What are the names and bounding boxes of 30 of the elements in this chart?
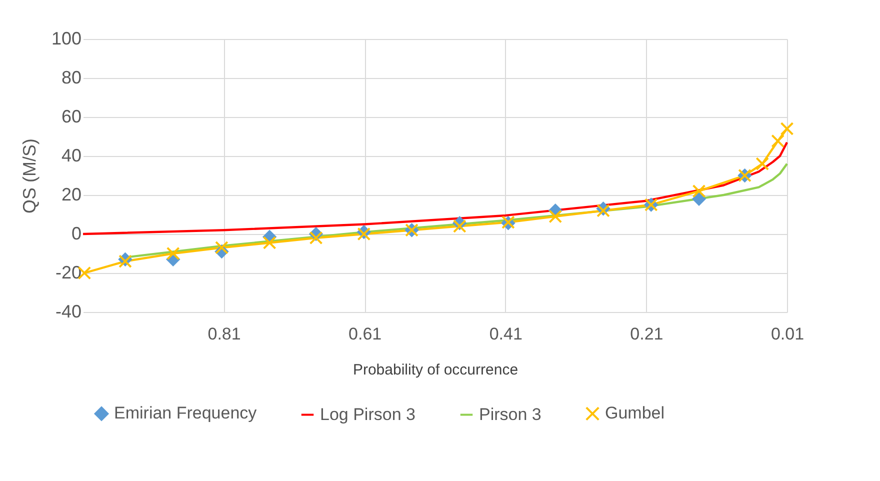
y-tick-label: 100 (51, 28, 82, 48)
legend-label: Pirson 3 (479, 404, 542, 424)
x-axis-title: Probability of occurrence (352, 362, 518, 378)
x-tick-label: 0.61 (348, 324, 382, 344)
x-tick-label: 0.81 (208, 324, 241, 344)
y-tick-label: 0 (71, 224, 82, 244)
y-tick-label: -40 (55, 302, 82, 322)
point (692, 192, 706, 206)
y-axis-title: QS (M/S) (19, 138, 40, 214)
point (780, 122, 794, 136)
y-tick-label: 40 (61, 146, 82, 166)
x-tick-label: 0.21 (630, 324, 664, 344)
point (166, 246, 180, 260)
point (452, 220, 466, 233)
point (771, 134, 785, 148)
x-tick-label: 0.41 (489, 324, 522, 344)
point (214, 240, 228, 254)
legend-label: Emirian Frequency (114, 404, 258, 423)
legend-label: Gumbel (605, 404, 665, 423)
x-tick-label: 0.01 (770, 324, 804, 344)
point (692, 184, 706, 198)
point (756, 157, 770, 170)
point (309, 231, 323, 245)
point (548, 210, 562, 224)
y-tick-label: -20 (55, 262, 82, 282)
y-tick-label: 20 (61, 184, 82, 204)
y-tick-label: 80 (61, 68, 82, 88)
legend-label: Log Pirson 3 (320, 404, 416, 424)
y-tick-label: 60 (61, 106, 82, 126)
point (262, 236, 276, 250)
